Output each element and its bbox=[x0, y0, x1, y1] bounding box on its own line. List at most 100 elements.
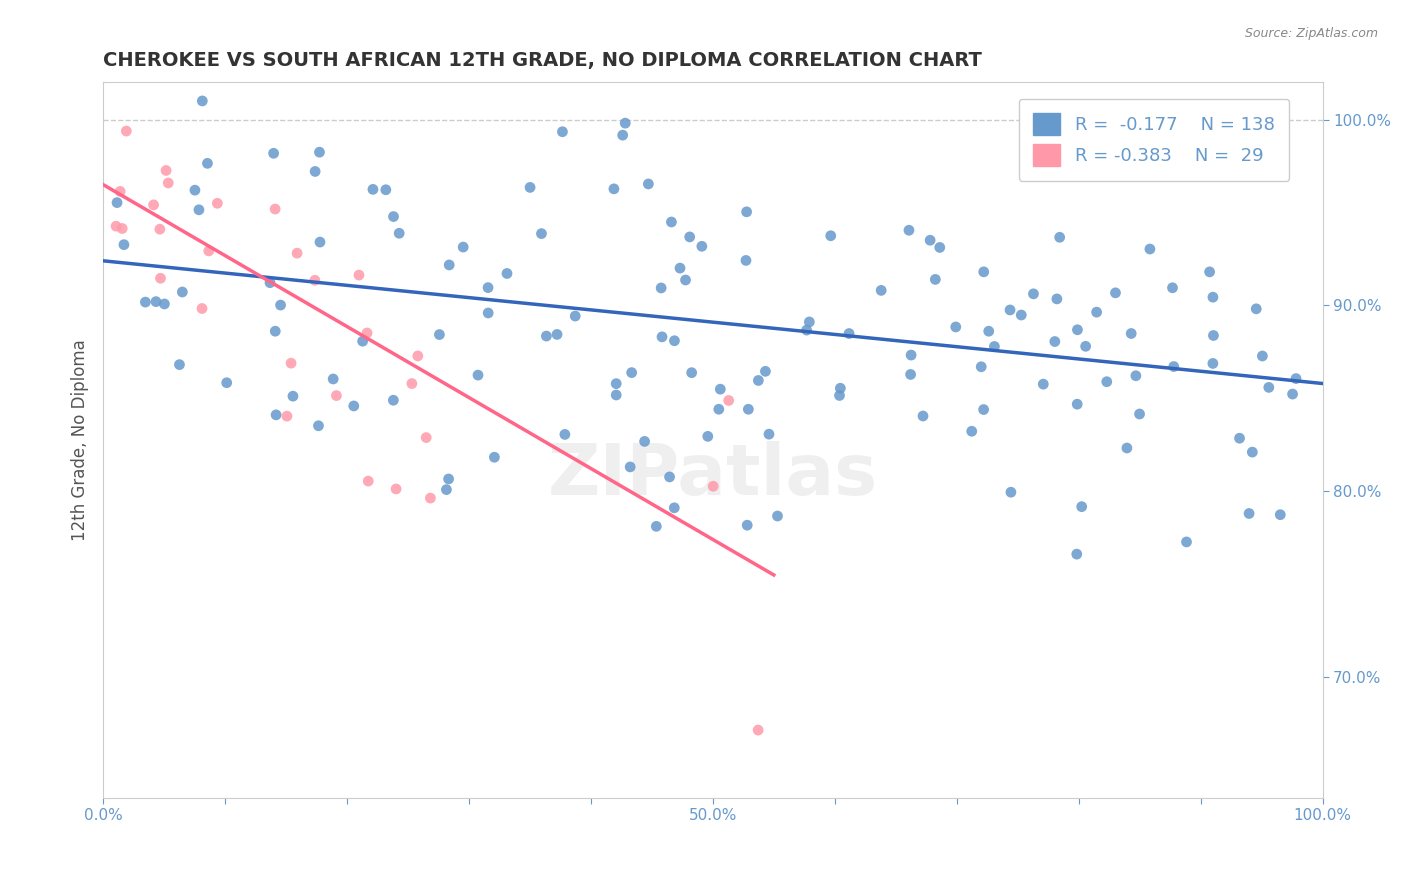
Cherokee bbox=[477, 280, 499, 294]
Cherokee bbox=[519, 180, 541, 194]
Cherokee bbox=[1074, 339, 1097, 353]
Cherokee bbox=[1022, 286, 1045, 301]
South Africans bbox=[717, 393, 740, 408]
Cherokee bbox=[264, 408, 287, 422]
Cherokee bbox=[264, 324, 287, 338]
Cherokee bbox=[546, 327, 568, 342]
South Africans bbox=[149, 271, 172, 285]
South Africans bbox=[111, 221, 134, 235]
Cherokee bbox=[735, 204, 758, 219]
Cherokee bbox=[1043, 334, 1066, 349]
Cherokee bbox=[477, 306, 499, 320]
Cherokee bbox=[897, 223, 920, 237]
Cherokee bbox=[382, 210, 405, 224]
Cherokee bbox=[1241, 445, 1264, 459]
Cherokee bbox=[998, 302, 1021, 317]
Cherokee bbox=[191, 94, 214, 108]
South Africans bbox=[401, 376, 423, 391]
Cherokee bbox=[830, 381, 852, 395]
Cherokee bbox=[766, 508, 789, 523]
Cherokee bbox=[281, 389, 304, 403]
South Africans bbox=[191, 301, 214, 316]
Cherokee bbox=[1121, 326, 1143, 341]
South Africans bbox=[419, 491, 441, 505]
Cherokee bbox=[1066, 397, 1088, 411]
Cherokee bbox=[796, 323, 818, 337]
Cherokee bbox=[619, 459, 641, 474]
Cherokee bbox=[603, 182, 626, 196]
Cherokee bbox=[536, 329, 558, 343]
Cherokee bbox=[735, 253, 758, 268]
Cherokee bbox=[1066, 323, 1088, 337]
South Africans bbox=[356, 326, 378, 340]
Cherokee bbox=[838, 326, 860, 341]
Cherokee bbox=[960, 424, 983, 438]
Cherokee bbox=[707, 402, 730, 417]
Cherokee bbox=[112, 237, 135, 252]
Cherokee bbox=[554, 427, 576, 442]
Cherokee bbox=[169, 358, 191, 372]
Cherokee bbox=[197, 156, 219, 170]
Cherokee bbox=[1104, 285, 1126, 300]
South Africans bbox=[385, 482, 408, 496]
Cherokee bbox=[924, 272, 946, 286]
South Africans bbox=[325, 388, 347, 402]
Cherokee bbox=[374, 183, 396, 197]
Cherokee bbox=[153, 297, 176, 311]
Cherokee bbox=[1085, 305, 1108, 319]
Cherokee bbox=[1032, 377, 1054, 392]
Cherokee bbox=[1163, 359, 1185, 374]
Cherokee bbox=[1202, 290, 1225, 304]
Cherokee bbox=[1202, 356, 1225, 370]
Cherokee bbox=[1039, 138, 1062, 153]
Cherokee bbox=[1129, 407, 1152, 421]
Cherokee bbox=[105, 195, 128, 210]
Cherokee bbox=[758, 427, 780, 442]
Cherokee bbox=[484, 450, 506, 465]
Cherokee bbox=[1115, 441, 1137, 455]
Cherokee bbox=[605, 376, 627, 391]
Cherokee bbox=[651, 330, 673, 344]
Cherokee bbox=[1010, 308, 1032, 322]
Cherokee bbox=[661, 215, 683, 229]
South Africans bbox=[347, 268, 370, 282]
South Africans bbox=[285, 246, 308, 260]
Cherokee bbox=[820, 228, 842, 243]
Cherokee bbox=[187, 202, 209, 217]
Cherokee bbox=[928, 240, 950, 254]
Cherokee bbox=[1046, 292, 1069, 306]
Cherokee bbox=[681, 366, 703, 380]
Text: ZIPatlas: ZIPatlas bbox=[548, 442, 877, 510]
Cherokee bbox=[1257, 380, 1279, 394]
South Africans bbox=[357, 474, 380, 488]
Cherokee bbox=[134, 295, 156, 310]
Cherokee bbox=[1198, 265, 1220, 279]
Cherokee bbox=[911, 409, 934, 423]
Cherokee bbox=[709, 382, 731, 396]
Cherokee bbox=[645, 519, 668, 533]
Cherokee bbox=[361, 182, 384, 196]
South Africans bbox=[406, 349, 429, 363]
Cherokee bbox=[437, 258, 460, 272]
Cherokee bbox=[828, 388, 851, 402]
Cherokee bbox=[664, 334, 686, 348]
Cherokee bbox=[945, 320, 967, 334]
Cherokee bbox=[679, 230, 702, 244]
Cherokee bbox=[900, 348, 922, 362]
Cherokee bbox=[983, 339, 1005, 353]
South Africans bbox=[702, 479, 724, 493]
Cherokee bbox=[270, 298, 292, 312]
Cherokee bbox=[735, 518, 758, 533]
Cherokee bbox=[633, 434, 655, 449]
Cherokee bbox=[308, 145, 330, 160]
South Africans bbox=[105, 219, 128, 234]
Cherokee bbox=[900, 368, 922, 382]
Y-axis label: 12th Grade, No Diploma: 12th Grade, No Diploma bbox=[72, 339, 89, 541]
Cherokee bbox=[496, 267, 519, 281]
Cherokee bbox=[1175, 535, 1198, 549]
Cherokee bbox=[530, 227, 553, 241]
Cherokee bbox=[754, 364, 776, 378]
Cherokee bbox=[1095, 375, 1118, 389]
Cherokee bbox=[1244, 301, 1267, 316]
Cherokee bbox=[637, 177, 659, 191]
